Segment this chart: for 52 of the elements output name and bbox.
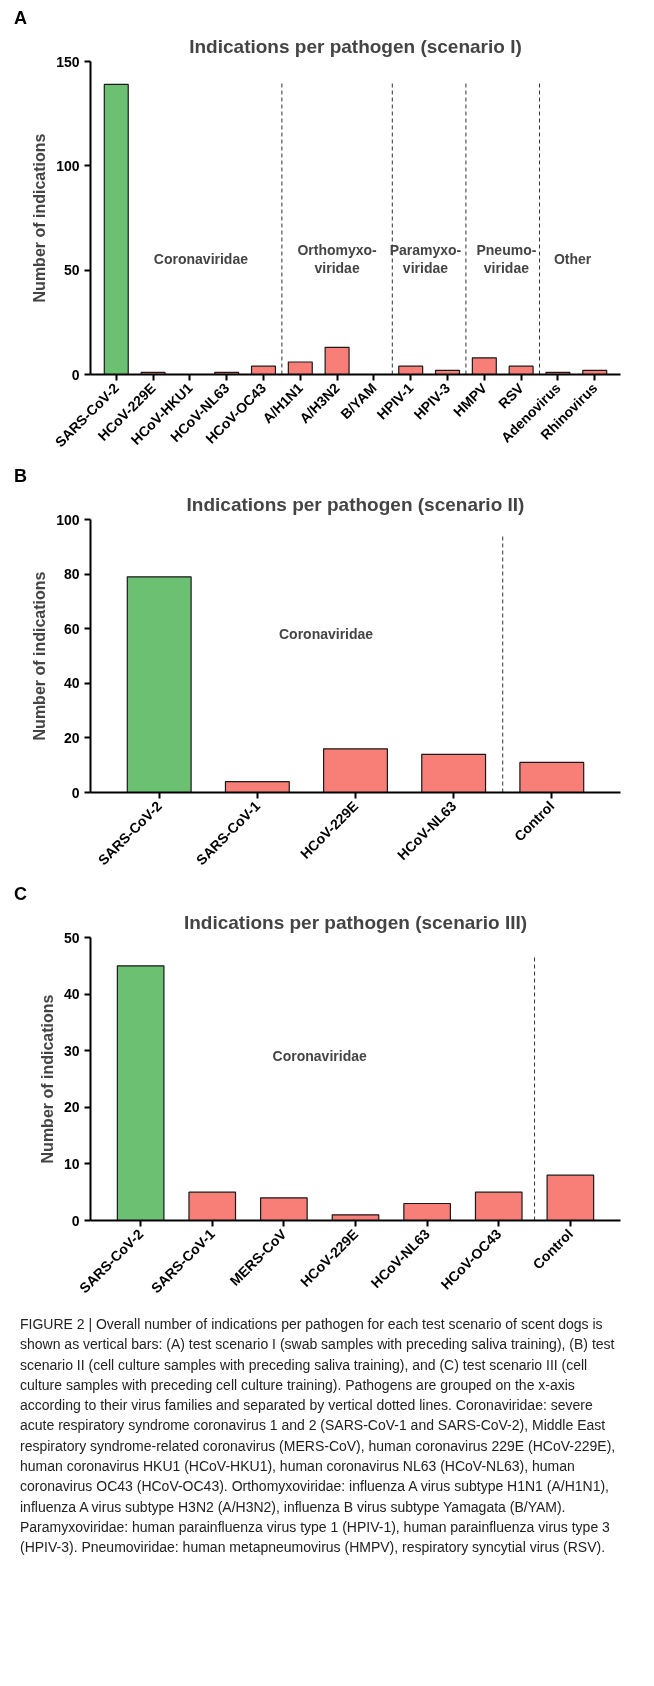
bar xyxy=(324,346,350,375)
y-tick-label: 0 xyxy=(71,1212,80,1229)
text: FIGURE 2 | Overall number of indications per pathogen for each test scenario of scent dogs is shown as vertical bars: (A) test scenario I (swab samples with preceding saliva training), (B) test scenario II (cell culture samples with preceding saliva training), and (C) test scenario III (cell culture samples with preceding cell culture training). Pathogens are grouped on the x-axis according to their virus families and separated by vertical dotted lines. Coronaviridae: severe acute respiratory syndrome coronavirus 1 and 2 (SARS-CoV-1 and SARS-CoV-2), Middle East respiratory syndrome-related coronavirus (MERS-CoV), human coronavirus 229E (HCoV-229E), human coronavirus HKU1 (HCoV-HKU1), human coronavirus NL63 (HCoV-NL63), human coronavirus OC43 (HCoV-OC43). Orthomyxoviridae: influenza A virus subtype H1N1 (A/H1N1), influenza A virus subtype H3N2 (A/H3N2), influenza B virus subtype Yamagata (B/YAM). Paramyxoviridae: human parainfluenza virus type 1 (HPIV-1), human parainfluenza virus type 3 (HPIV-3). Pneumoviridae: human metapneumovirus (HMPV), respiratory syncytial virus (RSV). xyxy=(20,1316,616,1556)
text: A xyxy=(14,8,27,28)
y-tick-label: 150 xyxy=(56,53,80,70)
y-tick-label: 100 xyxy=(56,157,80,174)
bar xyxy=(126,576,192,793)
annotation: Paramyxo- viridae xyxy=(389,241,462,276)
text: B xyxy=(14,466,27,486)
bar xyxy=(224,780,290,793)
y-tick-label: 10 xyxy=(63,1155,80,1172)
bar xyxy=(331,1214,380,1221)
bar xyxy=(403,1202,451,1221)
bar xyxy=(287,361,313,375)
y-tick-label: 40 xyxy=(63,986,80,1003)
y-axis-title: Number of indications xyxy=(31,133,49,303)
y-tick-label: 80 xyxy=(63,566,80,583)
y-axis-title: Number of indications xyxy=(38,994,56,1164)
bar xyxy=(508,365,534,375)
chart-title: Indications per pathogen (scenario I) xyxy=(189,35,522,57)
y-tick-label: 20 xyxy=(63,1099,80,1116)
y-tick-label: 0 xyxy=(71,366,80,383)
bar xyxy=(323,748,388,793)
y-tick-label: 0 xyxy=(71,784,80,801)
bar xyxy=(471,357,497,375)
bar xyxy=(421,753,487,793)
y-tick-label: 50 xyxy=(63,262,80,279)
y-axis-title: Number of indications xyxy=(31,571,49,741)
annotation: Coronaviridae xyxy=(153,250,249,267)
y-tick-label: 30 xyxy=(63,1042,80,1059)
y-tick-label: 60 xyxy=(63,620,80,637)
y-tick-label: 50 xyxy=(63,929,80,946)
bar xyxy=(474,1191,523,1221)
annotation: Coronaviridae xyxy=(278,626,374,643)
bar xyxy=(188,1191,237,1221)
bar xyxy=(250,365,277,375)
y-tick-label: 20 xyxy=(63,729,80,746)
bar xyxy=(398,365,424,375)
bar xyxy=(519,761,585,793)
y-tick-label: 40 xyxy=(63,675,80,692)
bar xyxy=(103,83,129,375)
annotation: Other xyxy=(553,250,592,267)
y-tick-label: 100 xyxy=(56,511,80,528)
bar xyxy=(546,1174,595,1221)
annotation: Coronaviridae xyxy=(272,1048,367,1065)
chart-title: Indications per pathogen (scenario III) xyxy=(183,911,528,933)
bar xyxy=(260,1197,308,1221)
chart-title: Indications per pathogen (scenario II) xyxy=(186,493,525,515)
text: C xyxy=(14,884,27,904)
annotation: Pneumo- viridae xyxy=(476,241,537,276)
annotation: Orthomyxo- viridae xyxy=(297,241,378,276)
bar xyxy=(116,965,165,1221)
